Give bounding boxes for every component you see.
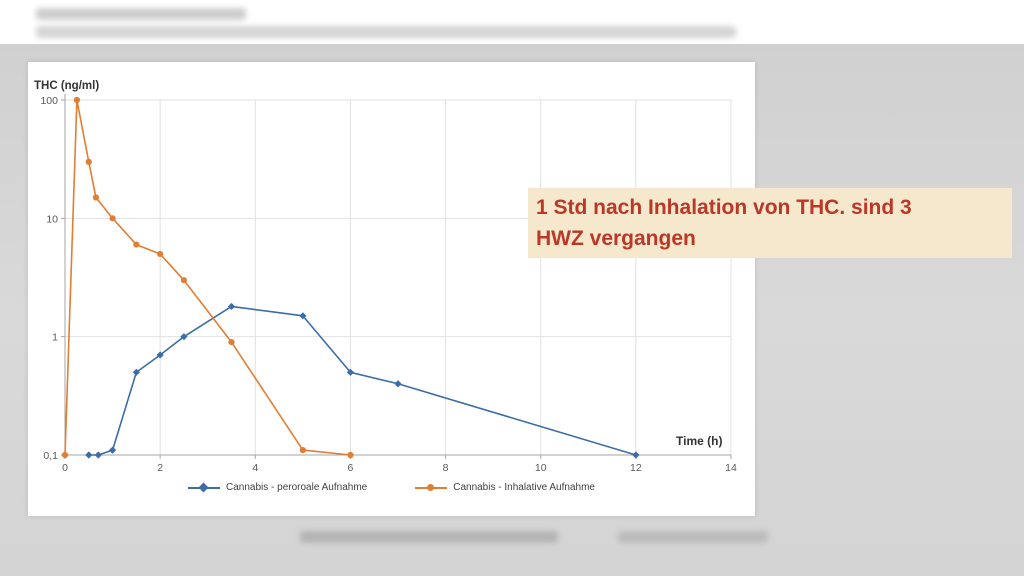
legend-item-inhalative: Cannabis - Inhalative Aufnahme bbox=[415, 482, 595, 493]
line-diamond-marker-icon bbox=[188, 482, 221, 493]
blurred-caption-line-2 bbox=[618, 531, 768, 543]
svg-text:10: 10 bbox=[46, 213, 58, 225]
blurred-caption-line-1 bbox=[300, 531, 558, 543]
svg-text:0: 0 bbox=[62, 462, 68, 474]
slide-panel: THC (ng/ml) 0 2 4 6 8 10 12 14 100 10 1 0,1 Time (h… bbox=[28, 62, 755, 516]
annotation-box: 1 Std nach Inhalation von THC. sind 3 HW… bbox=[528, 188, 1012, 258]
legend-label-inhalative: Cannabis - Inhalative Aufnahme bbox=[453, 482, 595, 493]
blurred-title-line-1 bbox=[36, 8, 246, 20]
svg-text:10: 10 bbox=[535, 462, 547, 474]
thc-chart: THC (ng/ml) 0 2 4 6 8 10 12 14 100 10 1 0,1 Time (h… bbox=[28, 62, 755, 477]
svg-text:4: 4 bbox=[252, 462, 258, 474]
svg-text:2: 2 bbox=[157, 462, 163, 474]
annotation-line-2: HWZ vergangen bbox=[536, 227, 696, 250]
svg-text:100: 100 bbox=[40, 95, 58, 107]
legend-label-peroral: Cannabis - peroroale Aufnahme bbox=[226, 482, 368, 493]
svg-text:1: 1 bbox=[52, 332, 58, 344]
line-circle-marker-icon bbox=[415, 483, 448, 493]
legend-item-peroral: Cannabis - peroroale Aufnahme bbox=[188, 482, 367, 493]
svg-text:14: 14 bbox=[725, 462, 737, 474]
x-axis-title: Time (h) bbox=[676, 434, 723, 448]
chart-legend: Cannabis - peroroale Aufnahme Cannabis -… bbox=[28, 482, 755, 493]
svg-text:6: 6 bbox=[348, 462, 354, 474]
svg-text:0,1: 0,1 bbox=[43, 450, 58, 462]
svg-text:12: 12 bbox=[630, 462, 642, 474]
y-axis-title: THC (ng/ml) bbox=[34, 80, 100, 92]
svg-text:8: 8 bbox=[443, 462, 449, 474]
annotation-line-1: 1 Std nach Inhalation von THC. sind 3 bbox=[536, 196, 912, 219]
thc-chart-svg: 0 2 4 6 8 10 12 14 100 10 1 0,1 bbox=[40, 94, 737, 474]
blurred-title-line-2 bbox=[36, 26, 736, 38]
